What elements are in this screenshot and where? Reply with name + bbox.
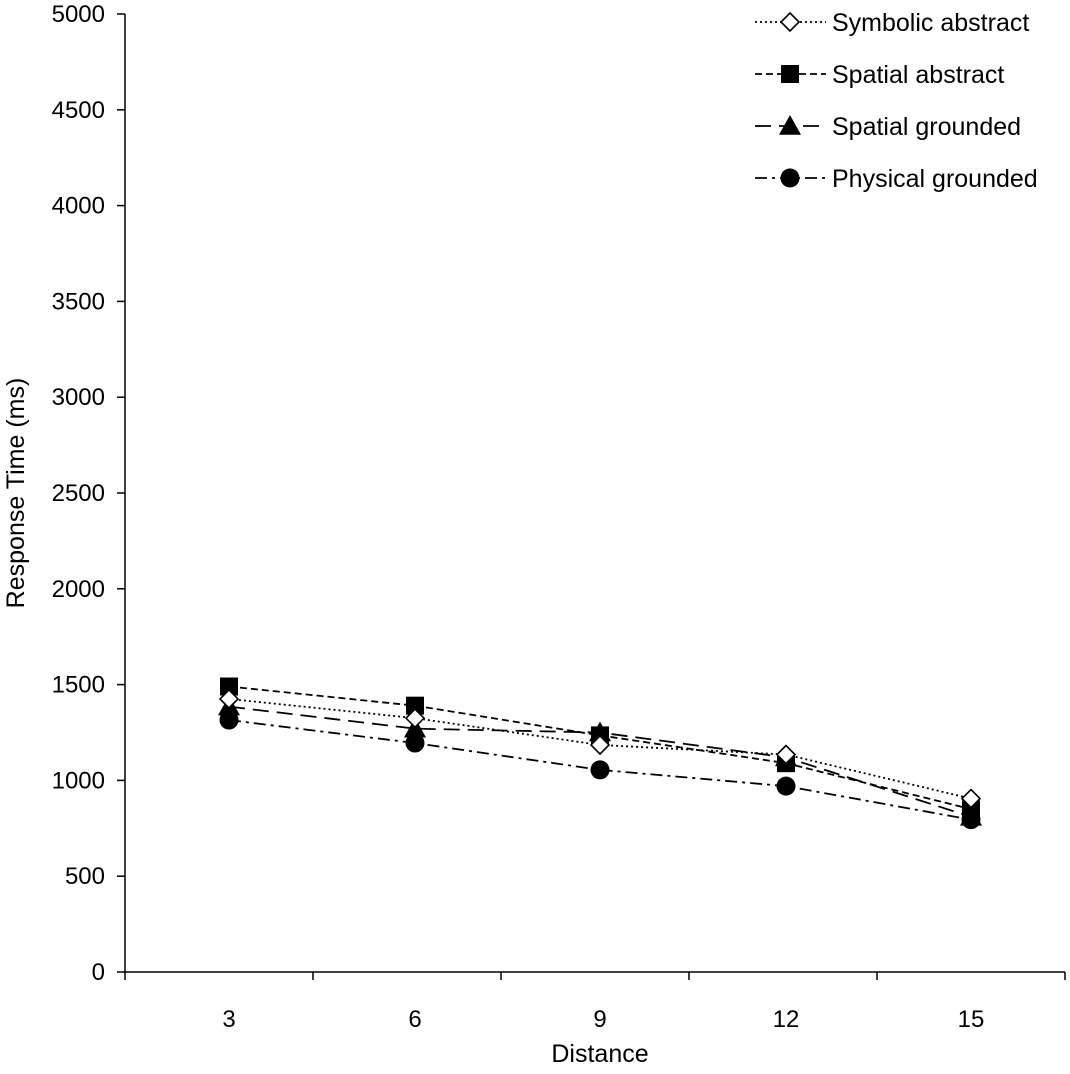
y-tick-label: 4500 [52,97,105,124]
x-tick-label: 3 [222,1006,235,1033]
series-markers [218,677,982,830]
y-tick-label: 2500 [52,480,105,507]
data-point-marker [218,688,240,710]
y-axis-ticks: 0 500 1000 1500 2000 2500 3000 3500 4000 4500 5000 [52,1,125,986]
y-tick-label: 0 [92,959,105,986]
legend-label: Physical grounded [832,165,1038,193]
legend-label: Symbolic abstract [832,9,1029,37]
x-tick-label: 15 [958,1006,985,1033]
legend: Symbolic abstract Spatial abstract Spatial… [755,9,1038,193]
y-tick-label: 500 [65,863,105,890]
data-point-marker [589,734,611,756]
data-point-marker [220,677,238,696]
legend-marker [780,168,800,188]
legend-item: Spatial grounded [755,113,1021,141]
data-point-marker [590,760,610,780]
x-tick-label: 6 [408,1006,421,1033]
y-tick-label: 5000 [52,1,105,28]
legend-marker [781,65,799,83]
y-tick-label: 3000 [52,384,105,411]
y-tick-label: 1500 [52,672,105,699]
data-point-marker [406,696,424,715]
legend-item: Symbolic abstract [755,9,1029,37]
y-tick-label: 3500 [52,288,105,315]
legend-marker [779,11,801,33]
data-point-marker [405,733,425,753]
data-point-marker [776,776,796,796]
y-tick-label: 2000 [52,576,105,603]
data-point-marker [775,744,797,765]
legend-item: Physical grounded [755,165,1038,193]
data-point-marker [404,707,426,729]
y-tick-label: 4000 [52,193,105,220]
legend-item: Spatial abstract [755,61,1004,89]
x-axis-ticks: 3 6 9 12 15 [124,972,1066,1033]
y-axis-title: Response Time (ms) [2,378,30,609]
data-point-marker [962,800,980,819]
x-tick-label: 12 [773,1006,800,1033]
x-tick-label: 9 [593,1006,606,1033]
legend-marker [779,115,801,135]
plot-area: 0 500 1000 1500 2000 2500 3000 3500 4000 4500 5000… [52,1,1066,1033]
legend-label: Spatial abstract [832,61,1004,89]
x-axis-title: Distance [551,1040,648,1068]
data-point-marker [960,788,982,809]
legend-label: Spatial grounded [832,113,1021,141]
y-tick-label: 1000 [52,767,105,794]
